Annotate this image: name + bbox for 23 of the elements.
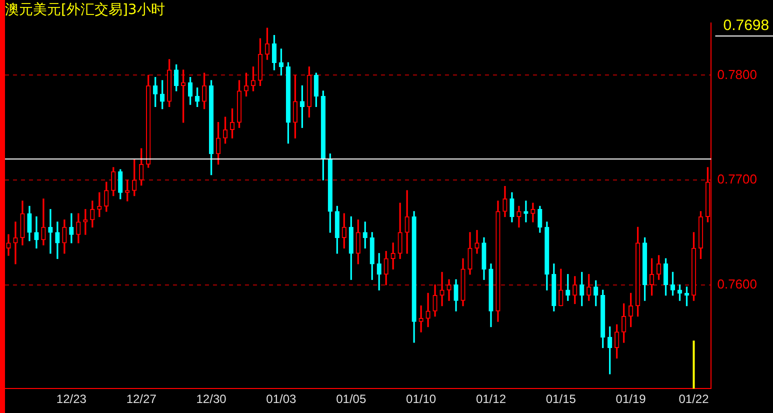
candlestick [524,200,528,222]
x-tick-label: 01/03 [266,392,297,406]
candlestick [440,272,444,306]
x-tick-label: 01/10 [406,392,436,406]
candlestick [418,305,424,332]
x-tick-label: 12/27 [126,392,157,406]
x-tick-label: 12/30 [196,392,227,406]
chart-title: 澳元美元[外汇交易]3小时 [5,2,165,18]
candlestick [530,202,536,222]
y-tick-label: 0.7700 [717,172,758,187]
x-tick-label: 01/15 [546,392,576,406]
candlestick [13,222,18,264]
candlestick [48,209,53,254]
candlestick [426,292,430,328]
candlestick [34,216,39,248]
x-tick-label: 01/12 [476,392,506,406]
y-tick-label: 0.7600 [717,276,758,292]
x-tick-label: 01/19 [616,392,646,406]
text: 0.7698 [723,17,770,34]
x-tick-label: 01/22 [678,392,710,406]
x-tick-label: 01/05 [336,392,366,406]
y-tick-label: 0.7800 [717,66,758,82]
x-tick-label: 12/23 [56,392,87,406]
